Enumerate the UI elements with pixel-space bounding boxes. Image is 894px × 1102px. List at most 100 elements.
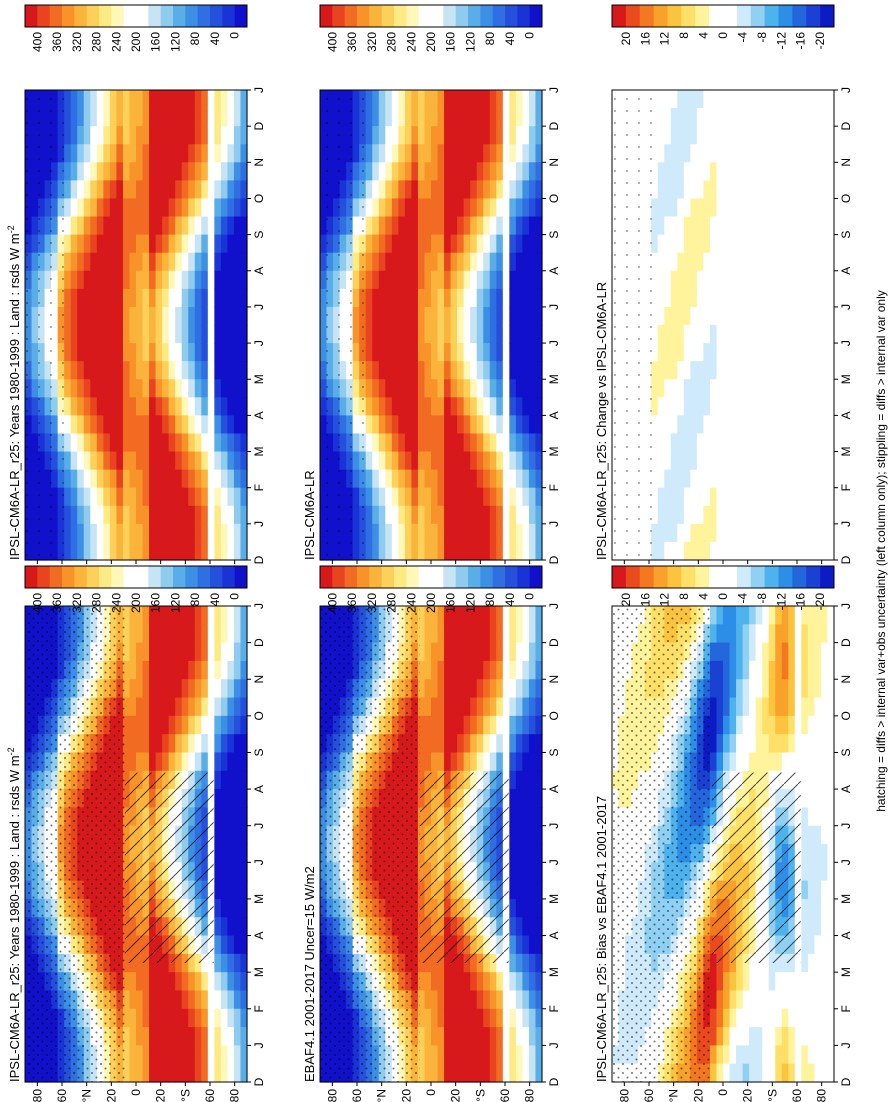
field-cell (181, 90, 189, 109)
field-cell (240, 734, 248, 754)
field-cell (522, 1045, 530, 1065)
field-cell (240, 1008, 248, 1028)
field-cell (77, 162, 85, 181)
field-cell (129, 715, 137, 735)
field-cell (775, 752, 783, 772)
field-cell (398, 451, 406, 471)
field-cell (220, 270, 229, 290)
field-cell (175, 180, 183, 200)
field-cell (483, 1063, 491, 1083)
field-cell (664, 162, 672, 181)
field-cell (175, 90, 183, 109)
field-cell (83, 90, 91, 109)
field-cell (398, 180, 406, 200)
field-cell (522, 953, 530, 973)
field-cell (220, 1027, 229, 1046)
field-cell (181, 1045, 189, 1065)
field-cell (240, 898, 248, 918)
field-cell (109, 306, 118, 326)
field-cell (188, 660, 196, 680)
field-cell (742, 624, 750, 644)
month-tick-label: D (252, 555, 266, 564)
field-cell (664, 108, 672, 127)
field-cell (149, 270, 157, 290)
field-cell (162, 679, 170, 699)
field-cell (502, 144, 510, 163)
field-cell (83, 270, 91, 290)
field-cell (201, 541, 209, 561)
field-cell (483, 606, 491, 625)
field-cell (181, 361, 189, 380)
field-cell (162, 397, 170, 416)
field-cell (129, 734, 137, 754)
field-cell (807, 679, 816, 699)
field-cell (424, 697, 432, 717)
field-cell (122, 379, 131, 398)
field-cell (775, 1008, 783, 1028)
month-tick-label: J (252, 823, 266, 829)
field-cell (129, 469, 137, 489)
field-cell (404, 252, 413, 272)
field-cell (70, 234, 78, 254)
field-cell (220, 198, 229, 218)
field-cell (378, 306, 386, 326)
field-cell (70, 379, 78, 398)
field-cell (385, 451, 393, 471)
field-cell (175, 288, 183, 308)
field-cell (489, 108, 497, 127)
field-cell (181, 642, 189, 662)
panel-4: 80 60 °N 20 0 20 °S 60 80DJFMAMJJASONDJIPSL-CM6A… (594, 603, 853, 1102)
field-cell (528, 953, 537, 973)
field-cell (463, 541, 471, 561)
field-cell (194, 541, 202, 561)
field-cell (220, 90, 229, 109)
field-cell (457, 715, 465, 735)
field-cell (142, 1045, 150, 1065)
field-cell (437, 90, 445, 109)
field-cell (683, 180, 691, 200)
field-cell (476, 1063, 484, 1083)
field-cell (149, 415, 157, 435)
field-cell (188, 306, 196, 326)
field-cell (372, 252, 380, 272)
field-cell (103, 162, 111, 181)
field-cell (820, 770, 829, 790)
field-cell (820, 789, 829, 808)
field-cell (729, 1008, 737, 1028)
field-cell (194, 1063, 202, 1083)
field-cell (70, 252, 78, 272)
field-cell (489, 216, 497, 236)
field-cell (391, 541, 399, 561)
field-cell (509, 1027, 517, 1046)
field-cell (194, 180, 202, 200)
field-cell (496, 270, 504, 290)
field-cell (788, 660, 796, 680)
field-cell (77, 523, 85, 543)
field-cell (201, 198, 209, 218)
field-cell (417, 990, 426, 1010)
field-cell (677, 541, 685, 561)
field-cell (214, 697, 222, 717)
field-cell (365, 451, 373, 471)
field-cell (207, 306, 215, 326)
field-cell (207, 108, 215, 127)
field-cell (788, 953, 796, 973)
field-cell (736, 990, 744, 1010)
field-cell (794, 990, 802, 1010)
field-cell (404, 270, 413, 290)
field-cell (149, 343, 157, 362)
field-cell (404, 523, 413, 543)
field-cell (207, 451, 215, 471)
field-cell (227, 606, 235, 625)
field-cell (207, 642, 215, 662)
field-cell (142, 415, 150, 435)
field-cell (522, 770, 530, 790)
field-cell (129, 660, 137, 680)
field-cell (227, 825, 235, 845)
field-cell (149, 144, 157, 163)
field-cell (457, 953, 465, 973)
field-cell (220, 451, 229, 471)
field-cell (83, 487, 91, 507)
field-cell (155, 624, 163, 644)
field-cell (385, 343, 393, 362)
